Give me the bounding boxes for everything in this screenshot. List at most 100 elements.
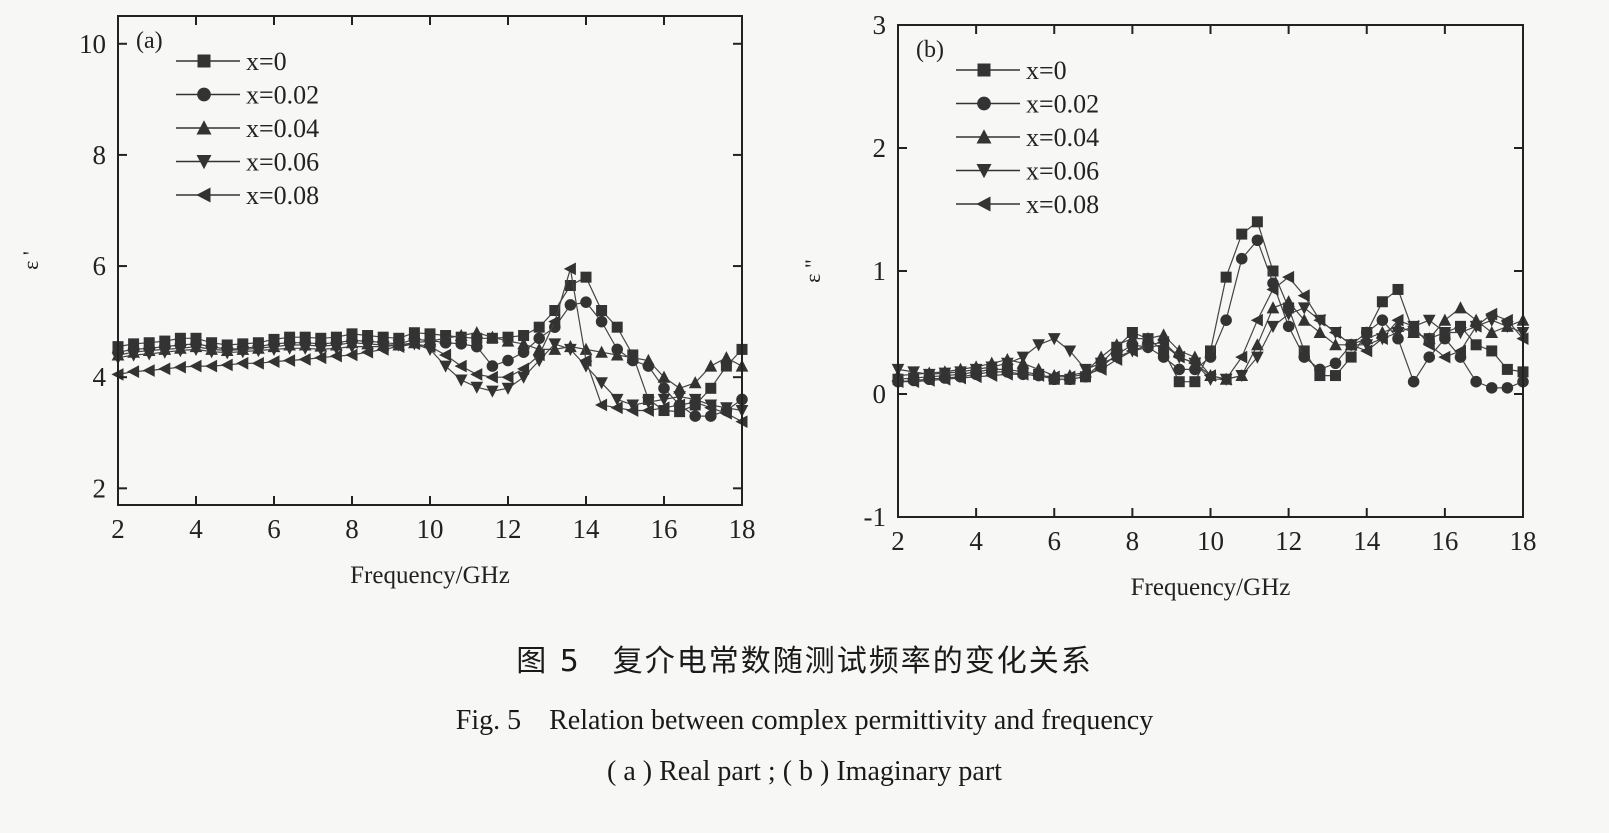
data-point bbox=[969, 363, 983, 376]
data-point bbox=[424, 328, 436, 340]
x-tick-label: 10 bbox=[1197, 526, 1224, 556]
data-point bbox=[1251, 351, 1264, 364]
data-point bbox=[595, 398, 608, 412]
data-point bbox=[564, 343, 577, 357]
data-point bbox=[1220, 314, 1232, 326]
data-point bbox=[252, 345, 265, 358]
data-point bbox=[454, 328, 468, 342]
data-point bbox=[1266, 283, 1279, 296]
x-tick-label: 6 bbox=[1048, 526, 1062, 556]
data-point bbox=[580, 296, 592, 308]
data-point bbox=[267, 343, 281, 357]
data-point bbox=[579, 354, 592, 367]
data-point bbox=[267, 355, 280, 368]
x-tick-label: 8 bbox=[345, 514, 359, 544]
data-point bbox=[376, 343, 389, 356]
data-point bbox=[1375, 332, 1388, 345]
data-point bbox=[563, 262, 576, 276]
data-point bbox=[1313, 313, 1326, 327]
data-point bbox=[1454, 327, 1467, 340]
data-point bbox=[1282, 270, 1295, 284]
data-point bbox=[1391, 313, 1404, 327]
panel-label: (b) bbox=[916, 37, 944, 63]
data-point bbox=[174, 345, 187, 358]
data-point bbox=[688, 376, 702, 389]
x-tick-label: 6 bbox=[267, 514, 281, 544]
data-point bbox=[1345, 351, 1357, 363]
data-point bbox=[1469, 320, 1482, 333]
legend-label: x=0.04 bbox=[246, 114, 319, 143]
data-point bbox=[533, 332, 545, 345]
data-point bbox=[1486, 345, 1498, 357]
data-point bbox=[1032, 339, 1045, 352]
data-point bbox=[283, 354, 296, 367]
legend: x=0 x=0.02 x=0.04 x=0.06 x=0.08 bbox=[956, 56, 1099, 219]
data-point bbox=[345, 348, 358, 362]
data-point bbox=[1251, 234, 1264, 247]
data-point bbox=[1205, 345, 1216, 357]
data-point bbox=[1282, 308, 1295, 321]
data-point bbox=[407, 337, 420, 351]
data-point bbox=[1282, 295, 1295, 308]
data-point bbox=[985, 361, 999, 374]
data-point bbox=[517, 362, 530, 376]
legend-label: x=0.02 bbox=[1026, 90, 1099, 119]
data-point bbox=[220, 358, 233, 372]
data-point bbox=[501, 370, 514, 384]
data-point bbox=[705, 382, 717, 394]
data-point bbox=[705, 410, 717, 422]
data-point bbox=[470, 368, 483, 381]
data-point bbox=[1485, 307, 1498, 321]
data-point bbox=[1047, 370, 1060, 384]
data-point bbox=[1376, 296, 1388, 308]
data-point bbox=[1392, 283, 1404, 295]
data-point bbox=[1173, 376, 1185, 388]
data-point bbox=[1298, 345, 1310, 357]
x-tick-label: 14 bbox=[1353, 526, 1381, 556]
data-point bbox=[454, 374, 468, 387]
data-point bbox=[532, 348, 545, 362]
data-point bbox=[314, 343, 328, 357]
x-axis-title: Frequency/GHz bbox=[350, 562, 510, 589]
data-point bbox=[1376, 314, 1389, 326]
data-point bbox=[626, 404, 639, 417]
data-point bbox=[486, 385, 499, 398]
data-point bbox=[1501, 382, 1514, 394]
data-point bbox=[1283, 302, 1295, 314]
data-point bbox=[657, 401, 670, 415]
legend-marker bbox=[977, 96, 991, 111]
data-point bbox=[1188, 356, 1201, 370]
data-point bbox=[688, 395, 701, 409]
data-point bbox=[1219, 372, 1232, 386]
data-point bbox=[439, 348, 452, 362]
data-point bbox=[1330, 370, 1341, 382]
x-tick-label: 4 bbox=[969, 526, 983, 556]
caption-chinese: 图 5 复介电常数随测试频率的变化关系 bbox=[516, 644, 1093, 679]
data-point bbox=[470, 381, 484, 394]
data-point bbox=[938, 367, 952, 380]
data-point bbox=[1438, 313, 1452, 326]
data-point bbox=[922, 374, 935, 387]
data-point bbox=[1032, 369, 1045, 382]
data-point bbox=[1220, 271, 1232, 283]
data-point bbox=[611, 321, 623, 333]
data-point bbox=[610, 393, 624, 407]
data-point bbox=[329, 349, 342, 363]
data-point bbox=[564, 280, 576, 292]
data-point bbox=[189, 359, 202, 373]
data-point bbox=[1360, 339, 1374, 352]
data-point bbox=[1344, 338, 1357, 352]
data-point bbox=[486, 330, 499, 343]
data-point bbox=[704, 359, 718, 372]
data-point bbox=[1157, 351, 1170, 363]
legend-label: x=0.08 bbox=[246, 181, 319, 210]
x-tick-label: 2 bbox=[891, 526, 905, 556]
data-point bbox=[596, 305, 608, 317]
data-point bbox=[1423, 351, 1436, 363]
data-point bbox=[1314, 363, 1326, 376]
legend-marker bbox=[196, 120, 212, 135]
legend-label: x=0 bbox=[246, 47, 287, 76]
data-point bbox=[1267, 265, 1279, 277]
data-point bbox=[486, 360, 499, 372]
